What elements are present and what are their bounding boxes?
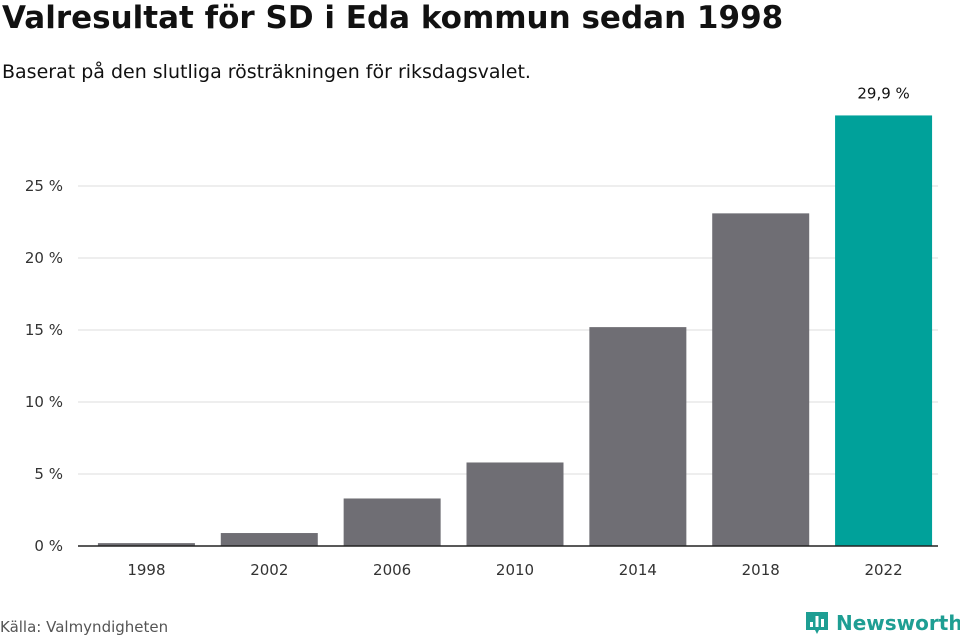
x-tick-label: 1998 (127, 561, 165, 579)
y-tick-label: 0 % (34, 537, 63, 555)
bar-1998 (97, 543, 195, 546)
x-tick-label: 2018 (742, 561, 780, 579)
y-tick-label: 10 % (25, 393, 63, 411)
x-tick-label: 2006 (373, 561, 411, 579)
source-note: Källa: Valmyndigheten (0, 618, 169, 636)
brand-name: Newsworthy (836, 611, 960, 635)
bar-chart: 29,9 % 0 % 5 % 10 % 15 % 20 % 25 % 1998 2002 20… (25, 84, 938, 579)
bar-2010 (466, 462, 564, 546)
x-tick-label: 2002 (250, 561, 288, 579)
data-labels: 29,9 % (857, 84, 909, 102)
x-tick-label: 2010 (496, 561, 534, 579)
y-tick-label: 15 % (25, 321, 63, 339)
bars (97, 115, 933, 547)
bar-2002 (220, 533, 318, 546)
y-tick-label: 25 % (25, 177, 63, 195)
bar-2006 (343, 498, 441, 546)
chart-subtitle: Baserat på den slutliga rösträkningen fö… (2, 61, 531, 83)
y-tick-label: 20 % (25, 249, 63, 267)
bar-2014 (589, 327, 687, 546)
x-tick-label: 2022 (864, 561, 902, 579)
y-axis-ticks: 0 % 5 % 10 % 15 % 20 % 25 % (25, 177, 63, 555)
bar-2018 (712, 213, 810, 547)
brand-logo: Newsworthy (804, 608, 960, 638)
x-axis-ticks: 1998 2002 2006 2010 2014 2018 2022 (127, 561, 902, 579)
chart-title: Valresultat för SD i Eda kommun sedan 19… (2, 0, 784, 36)
newsworthy-logo-icon (806, 612, 828, 634)
y-tick-label: 5 % (34, 465, 63, 483)
data-label: 29,9 % (857, 84, 909, 102)
x-tick-label: 2014 (619, 561, 657, 579)
bar-2022 (835, 115, 933, 546)
